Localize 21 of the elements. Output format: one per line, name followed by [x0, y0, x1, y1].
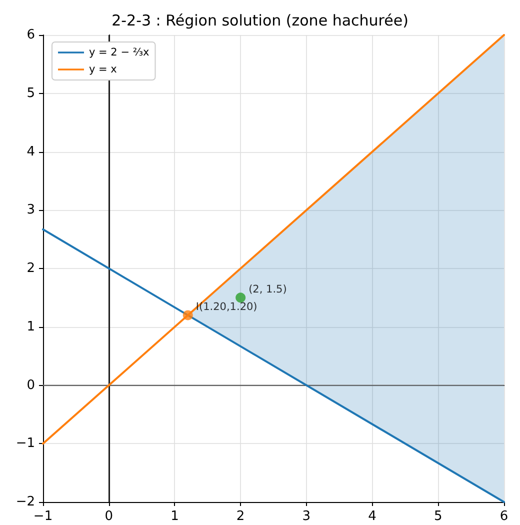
x-tick-label: 3: [302, 509, 311, 524]
x-tick-label: 6: [500, 509, 508, 524]
y-tick-label: 1: [26, 319, 35, 334]
legend-label: y = x: [89, 64, 117, 76]
legend-label: y = 2 − ⅔x: [89, 46, 150, 58]
x-tick-label: 1: [170, 509, 179, 524]
x-tick-label: 0: [104, 509, 113, 524]
y-tick-label: 2: [26, 261, 35, 276]
x-tick-label: 2: [236, 509, 245, 524]
x-tick-label: 4: [368, 509, 376, 524]
y-tick-label: 3: [26, 202, 35, 218]
y-tick-label: 0: [26, 378, 35, 393]
y-tick-label: −2: [16, 494, 35, 510]
x-tick-label: 5: [434, 509, 442, 524]
annotation: I(1.20,1.20): [196, 301, 258, 314]
chart-title: 2-2-3 : Région solution (zone hachurée): [112, 12, 408, 30]
y-tick-label: 6: [26, 28, 35, 42]
y-tick-label: −1: [16, 436, 35, 452]
annotation: (2, 1.5): [248, 284, 287, 296]
y-tick-label: 5: [26, 86, 35, 101]
y-tick-label: 4: [26, 144, 35, 160]
